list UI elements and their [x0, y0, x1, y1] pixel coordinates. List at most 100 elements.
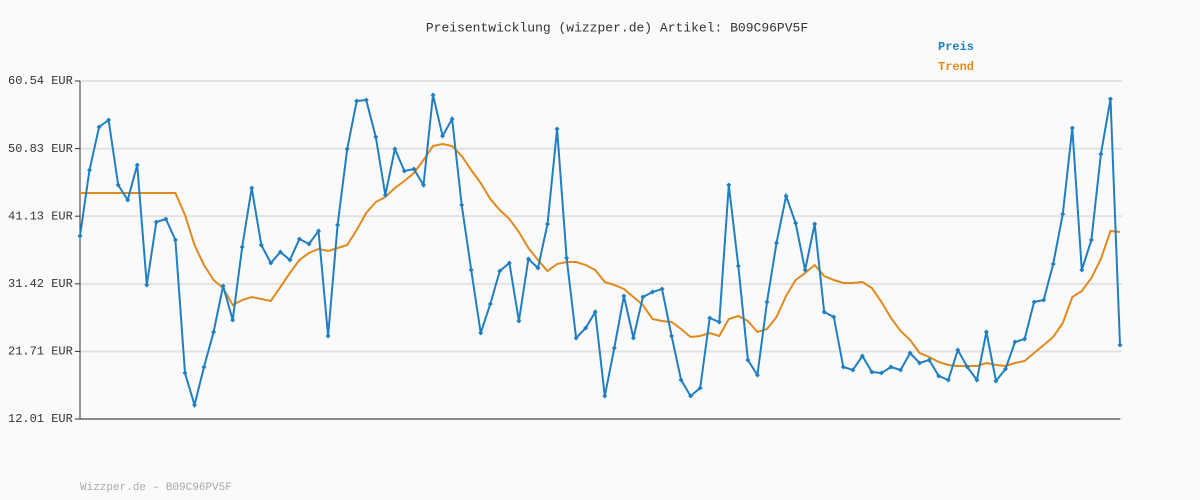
point [1117, 342, 1123, 348]
point [707, 315, 713, 321]
point [554, 126, 560, 132]
point [669, 333, 675, 339]
point [812, 221, 818, 227]
point [440, 133, 446, 139]
point [764, 299, 770, 305]
y-tick-label: 41.13 EUR [8, 209, 73, 223]
point [211, 329, 217, 335]
point [831, 314, 837, 320]
point [754, 372, 760, 378]
point [697, 385, 703, 391]
point [153, 219, 159, 225]
point [1060, 211, 1066, 217]
point [258, 242, 264, 248]
y-tick-label: 50.83 EUR [8, 142, 73, 156]
point [144, 282, 150, 288]
point [640, 294, 646, 300]
point [774, 240, 780, 246]
point [545, 221, 551, 227]
point [525, 256, 531, 262]
point [478, 330, 484, 336]
point [459, 202, 465, 208]
point [678, 377, 684, 383]
point [220, 283, 226, 289]
point [230, 317, 236, 323]
point [630, 335, 636, 341]
point [659, 286, 665, 292]
point [974, 377, 980, 383]
point [936, 373, 942, 379]
point [239, 244, 245, 250]
point [106, 117, 112, 123]
point [1107, 96, 1113, 102]
point [468, 267, 474, 273]
point [373, 134, 379, 140]
point [840, 364, 846, 370]
point [573, 335, 579, 341]
point [191, 402, 197, 408]
point [497, 268, 503, 274]
point [325, 333, 331, 339]
y-tick-label: 31.42 EUR [8, 277, 73, 291]
line-1 [80, 142, 1121, 368]
point [583, 325, 589, 331]
point [134, 162, 140, 168]
point [363, 97, 369, 103]
point [983, 329, 989, 335]
point [964, 364, 970, 370]
point [1069, 125, 1075, 131]
point [859, 353, 865, 359]
point [688, 393, 694, 399]
point [611, 345, 617, 351]
point [344, 146, 350, 152]
point [888, 364, 894, 370]
chart-title: Preisentwicklung (wizzper.de) Artikel: B… [426, 20, 808, 35]
point [602, 393, 608, 399]
legend-entry: Trend [938, 60, 974, 74]
point [487, 301, 493, 307]
point [1031, 299, 1037, 305]
point [411, 166, 417, 172]
point [821, 309, 827, 315]
point [1012, 339, 1018, 345]
point [296, 236, 302, 242]
y-tick-label: 12.01 EUR [8, 412, 73, 426]
point [564, 255, 570, 261]
point [735, 263, 741, 269]
point [516, 318, 522, 324]
point [850, 367, 856, 373]
point [287, 257, 293, 263]
point [201, 364, 207, 370]
point [1050, 261, 1056, 267]
point [917, 360, 923, 366]
point [898, 367, 904, 373]
point [993, 378, 999, 384]
point [1088, 237, 1094, 243]
point [716, 319, 722, 325]
point [172, 237, 178, 243]
point [783, 193, 789, 199]
point [745, 357, 751, 363]
point [945, 377, 951, 383]
point [268, 260, 274, 266]
y-tick-label: 21.71 EUR [8, 345, 73, 359]
point [907, 350, 913, 356]
point [621, 293, 627, 299]
point [420, 182, 426, 188]
point [163, 216, 169, 222]
point [793, 220, 799, 226]
point [878, 370, 884, 376]
point [77, 233, 83, 239]
point [1022, 336, 1028, 342]
point [802, 267, 808, 273]
point [125, 197, 131, 203]
point [926, 357, 932, 363]
point [335, 222, 341, 228]
footer: Wizzper.de – B09C96PV5F [80, 482, 232, 494]
point [316, 228, 322, 234]
point [182, 370, 188, 376]
legend-entry: Preis [938, 40, 974, 54]
point [449, 116, 455, 122]
point [96, 124, 102, 130]
